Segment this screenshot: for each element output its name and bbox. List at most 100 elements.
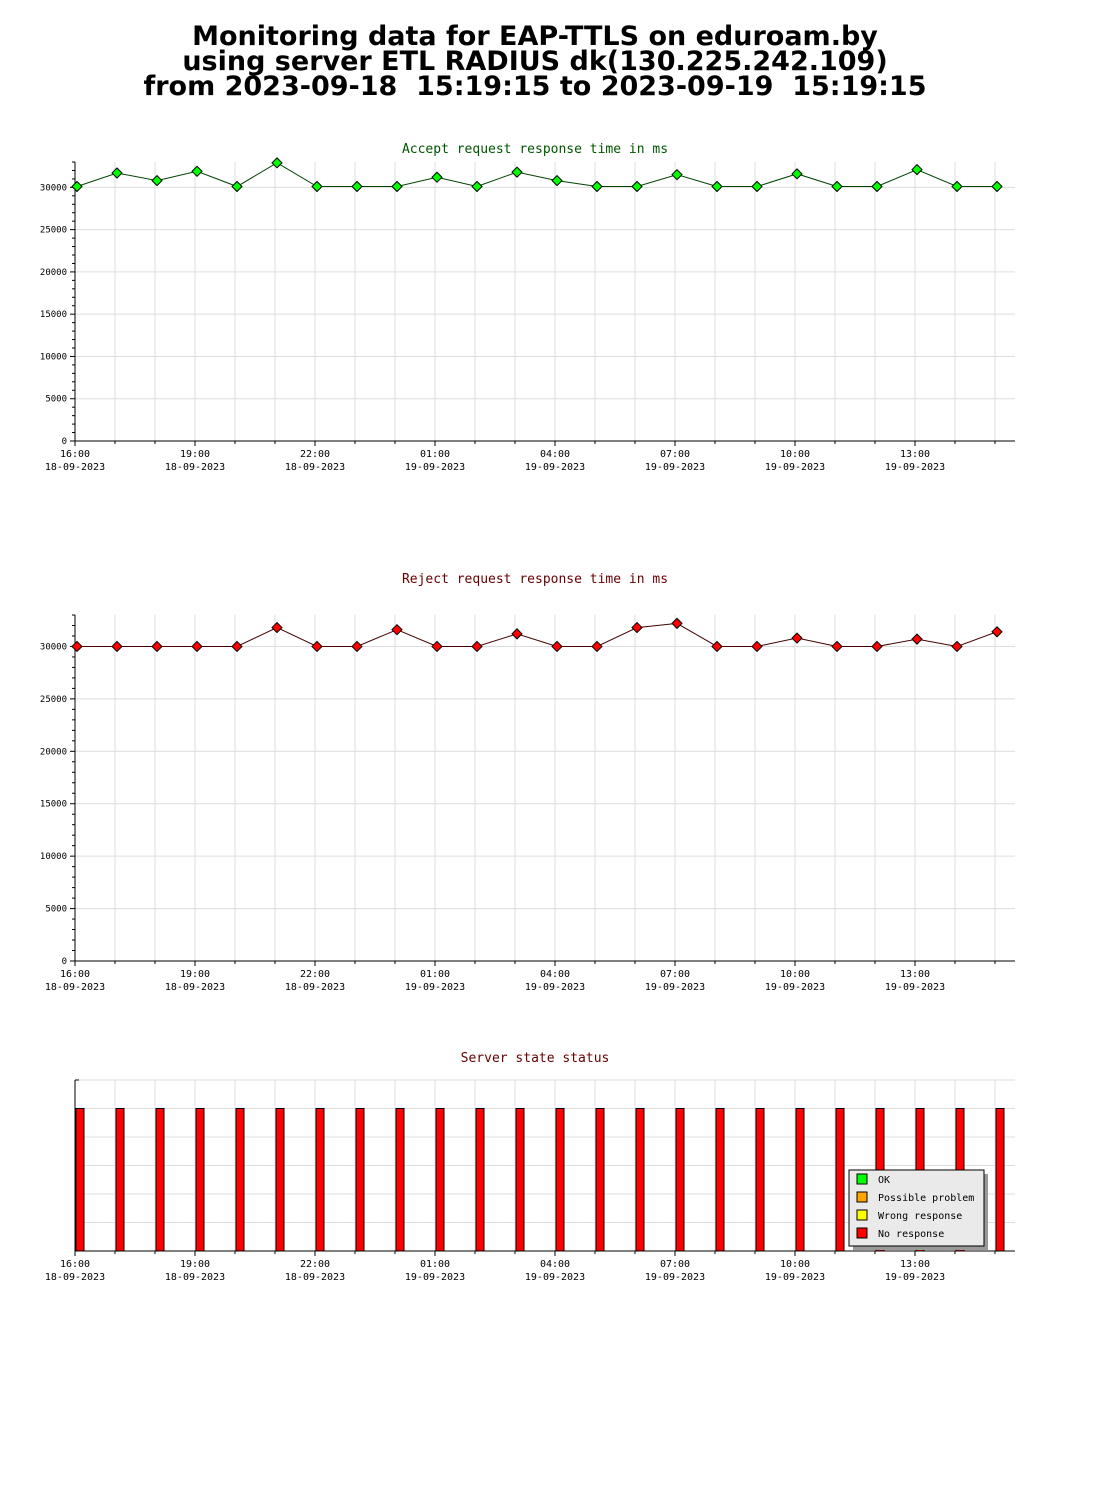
x-tick-date: 18-09-2023 (45, 982, 105, 993)
data-point (151, 174, 163, 187)
status-bar (275, 1108, 285, 1252)
chart-title: Server state status (461, 1051, 610, 1066)
legend-label: Possible problem (878, 1193, 974, 1204)
data-point (751, 180, 763, 193)
x-tick-label: 01:00 (420, 969, 450, 980)
x-tick-date: 19-09-2023 (765, 1272, 825, 1283)
x-tick-label: 13:00 (900, 1259, 930, 1270)
data-point (431, 640, 443, 653)
x-tick-label: 13:00 (900, 449, 930, 460)
data-point (231, 180, 243, 193)
status-bar (195, 1108, 205, 1252)
x-tick-label: 07:00 (660, 1259, 690, 1270)
y-tick-label: 20000 (40, 747, 67, 757)
chart-0: Accept request response time in ms 0 5000 1… (40, 142, 1015, 473)
x-tick-label: 04:00 (540, 1259, 570, 1270)
y-tick-label: 5000 (45, 395, 67, 405)
x-tick-label: 07:00 (660, 449, 690, 460)
data-point (471, 640, 483, 653)
chart-2: Server state status 16:00 18-09-2023 19:00 1… (45, 1051, 1015, 1283)
x-tick-date: 19-09-2023 (765, 982, 825, 993)
y-tick-label: 10000 (40, 852, 67, 862)
y-tick-label: 5000 (45, 905, 67, 915)
data-point (351, 640, 363, 653)
x-tick-date: 19-09-2023 (525, 1272, 585, 1283)
data-point (951, 640, 963, 653)
legend: OK Possible problem Wrong response No respo… (848, 1169, 988, 1250)
data-point (431, 171, 443, 183)
x-tick-date: 19-09-2023 (405, 982, 465, 993)
data-point (311, 180, 323, 193)
status-bar (395, 1108, 405, 1252)
y-tick-label: 15000 (40, 310, 67, 320)
x-tick-label: 10:00 (780, 449, 810, 460)
x-tick-label: 10:00 (780, 1259, 810, 1270)
status-bar (235, 1108, 245, 1252)
chart-title: Reject request response time in ms (402, 572, 668, 587)
data-point (751, 640, 763, 653)
status-bar (355, 1108, 365, 1252)
x-tick-date: 19-09-2023 (525, 462, 585, 473)
x-tick-date: 18-09-2023 (285, 462, 345, 473)
data-point (791, 632, 803, 644)
status-bar (795, 1108, 805, 1252)
x-tick-date: 18-09-2023 (285, 982, 345, 993)
status-bar (315, 1108, 325, 1252)
data-point (991, 180, 1003, 193)
legend-box (848, 1169, 985, 1247)
data-point (231, 640, 243, 653)
x-tick-date: 18-09-2023 (165, 1272, 225, 1283)
x-tick-label: 04:00 (540, 969, 570, 980)
status-bar (435, 1108, 445, 1252)
y-tick-label: 0 (62, 957, 67, 967)
data-point (671, 617, 683, 630)
status-bar (155, 1108, 165, 1252)
x-tick-label: 16:00 (60, 449, 90, 460)
title-line: from 2023-09-18 15:19:15 to 2023-09-19 1… (143, 71, 927, 102)
data-point (271, 621, 283, 634)
status-bar (595, 1108, 605, 1252)
data-point (871, 180, 883, 193)
status-bar (715, 1108, 725, 1252)
status-bar (115, 1108, 125, 1252)
data-point (71, 640, 83, 653)
x-tick-date: 19-09-2023 (885, 982, 945, 993)
x-tick-label: 19:00 (180, 1259, 210, 1270)
data-point (591, 180, 603, 193)
status-bar (635, 1108, 645, 1252)
legend-swatch (856, 1227, 868, 1239)
data-point (911, 633, 923, 645)
data-point (111, 640, 123, 653)
x-tick-label: 19:00 (180, 969, 210, 980)
legend-label: OK (878, 1175, 890, 1186)
x-tick-date: 18-09-2023 (45, 1272, 105, 1283)
x-tick-label: 04:00 (540, 449, 570, 460)
x-tick-label: 13:00 (900, 969, 930, 980)
legend-label: No response (878, 1229, 944, 1240)
status-bar (75, 1108, 85, 1252)
series-line (77, 622, 998, 647)
x-tick-date: 19-09-2023 (645, 462, 705, 473)
legend-swatch (856, 1209, 868, 1221)
y-tick-label: 30000 (40, 642, 67, 652)
data-point (951, 180, 963, 193)
status-bar (755, 1108, 765, 1252)
title-line: Monitoring data for EAP-TTLS on eduroam.… (192, 21, 878, 52)
data-point (71, 180, 83, 193)
data-point (271, 157, 283, 169)
x-tick-date: 18-09-2023 (45, 462, 105, 473)
legend-label: Wrong response (878, 1211, 962, 1222)
data-point (191, 165, 203, 178)
page-title: Monitoring data for EAP-TTLS on eduroam.… (0, 21, 1070, 102)
legend-swatch (856, 1191, 868, 1203)
data-point (111, 167, 123, 179)
data-point (631, 180, 643, 193)
x-tick-label: 07:00 (660, 969, 690, 980)
data-point (711, 640, 723, 653)
data-point (311, 640, 323, 653)
data-point (711, 180, 723, 193)
data-point (911, 163, 923, 176)
data-point (871, 640, 883, 653)
x-tick-label: 22:00 (300, 969, 330, 980)
